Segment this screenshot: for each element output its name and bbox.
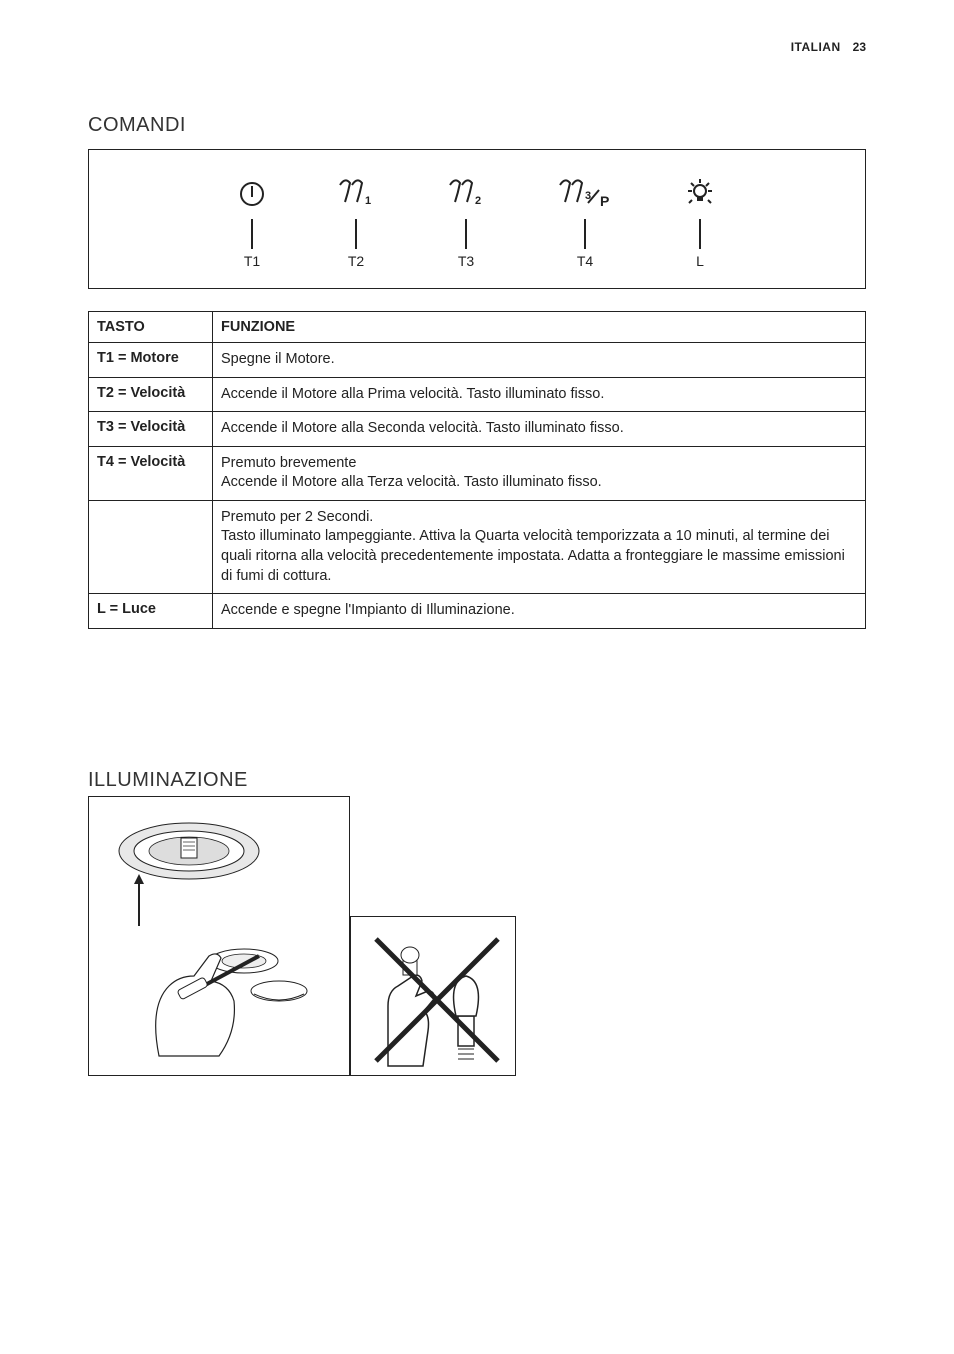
language-label: ITALIAN [791, 40, 841, 54]
table-key: T2 = Velocità [89, 377, 213, 412]
section-title-illuminazione: ILLUMINAZIONE [88, 769, 866, 792]
controls-panel: T1 1 T2 2 [88, 149, 866, 289]
table-row: T1 = Motore Spegne il Motore. [89, 343, 866, 378]
table-row: T2 = Velocità Accende il Motore alla Pri… [89, 377, 866, 412]
fan3p-icon: 3 P [555, 177, 615, 211]
table-key: L = Luce [89, 594, 213, 629]
table-key: T3 = Velocità [89, 412, 213, 447]
light-icon [683, 177, 717, 211]
illumination-figure-left [88, 796, 350, 1076]
illumination-figure-right [350, 916, 516, 1076]
control-label-t3: T3 [458, 253, 474, 269]
illumination-figures [88, 796, 866, 1076]
table-key [89, 500, 213, 593]
table-header-row: TASTO FUNZIONE [89, 312, 866, 343]
control-label-t1: T1 [244, 253, 260, 269]
control-t4: 3 P T4 [555, 175, 615, 269]
control-t3: 2 T3 [445, 175, 487, 269]
svg-text:1: 1 [365, 195, 371, 207]
control-l: L [683, 175, 717, 269]
page-header: ITALIAN 23 [88, 40, 866, 54]
control-label-l: L [696, 253, 704, 269]
control-t1: T1 [237, 175, 267, 269]
control-label-t2: T2 [348, 253, 364, 269]
table-desc: Accende il Motore alla Prima velocità. T… [213, 377, 866, 412]
table-desc: Accende e spegne l'Impianto di Illuminaz… [213, 594, 866, 629]
table-desc: Spegne il Motore. [213, 343, 866, 378]
table-row: T4 = Velocità Premuto brevemente Accende… [89, 446, 866, 500]
power-icon [237, 179, 267, 209]
page-number: 23 [853, 40, 866, 54]
table-key: T4 = Velocità [89, 446, 213, 500]
functions-table: TASTO FUNZIONE T1 = Motore Spegne il Mot… [88, 311, 866, 629]
table-key: T1 = Motore [89, 343, 213, 378]
control-t2: 1 T2 [335, 175, 377, 269]
table-row: T3 = Velocità Accende il Motore alla Sec… [89, 412, 866, 447]
table-header-func: FUNZIONE [213, 312, 866, 343]
bulb-do-not-touch-icon [358, 921, 508, 1071]
section-title-comandi: COMANDI [88, 114, 866, 137]
table-desc: Premuto brevemente Accende il Motore all… [213, 446, 866, 500]
control-label-t4: T4 [577, 253, 593, 269]
svg-text:P: P [600, 193, 609, 209]
table-header-key: TASTO [89, 312, 213, 343]
table-desc: Premuto per 2 Secondi. Tasto illuminato … [213, 500, 866, 593]
svg-text:2: 2 [475, 195, 481, 207]
table-row: Premuto per 2 Secondi. Tasto illuminato … [89, 500, 866, 593]
fan1-icon: 1 [335, 177, 377, 211]
lamp-replace-illustration-icon [99, 806, 339, 1066]
table-desc: Accende il Motore alla Seconda velocità.… [213, 412, 866, 447]
fan2-icon: 2 [445, 177, 487, 211]
table-row: L = Luce Accende e spegne l'Impianto di … [89, 594, 866, 629]
